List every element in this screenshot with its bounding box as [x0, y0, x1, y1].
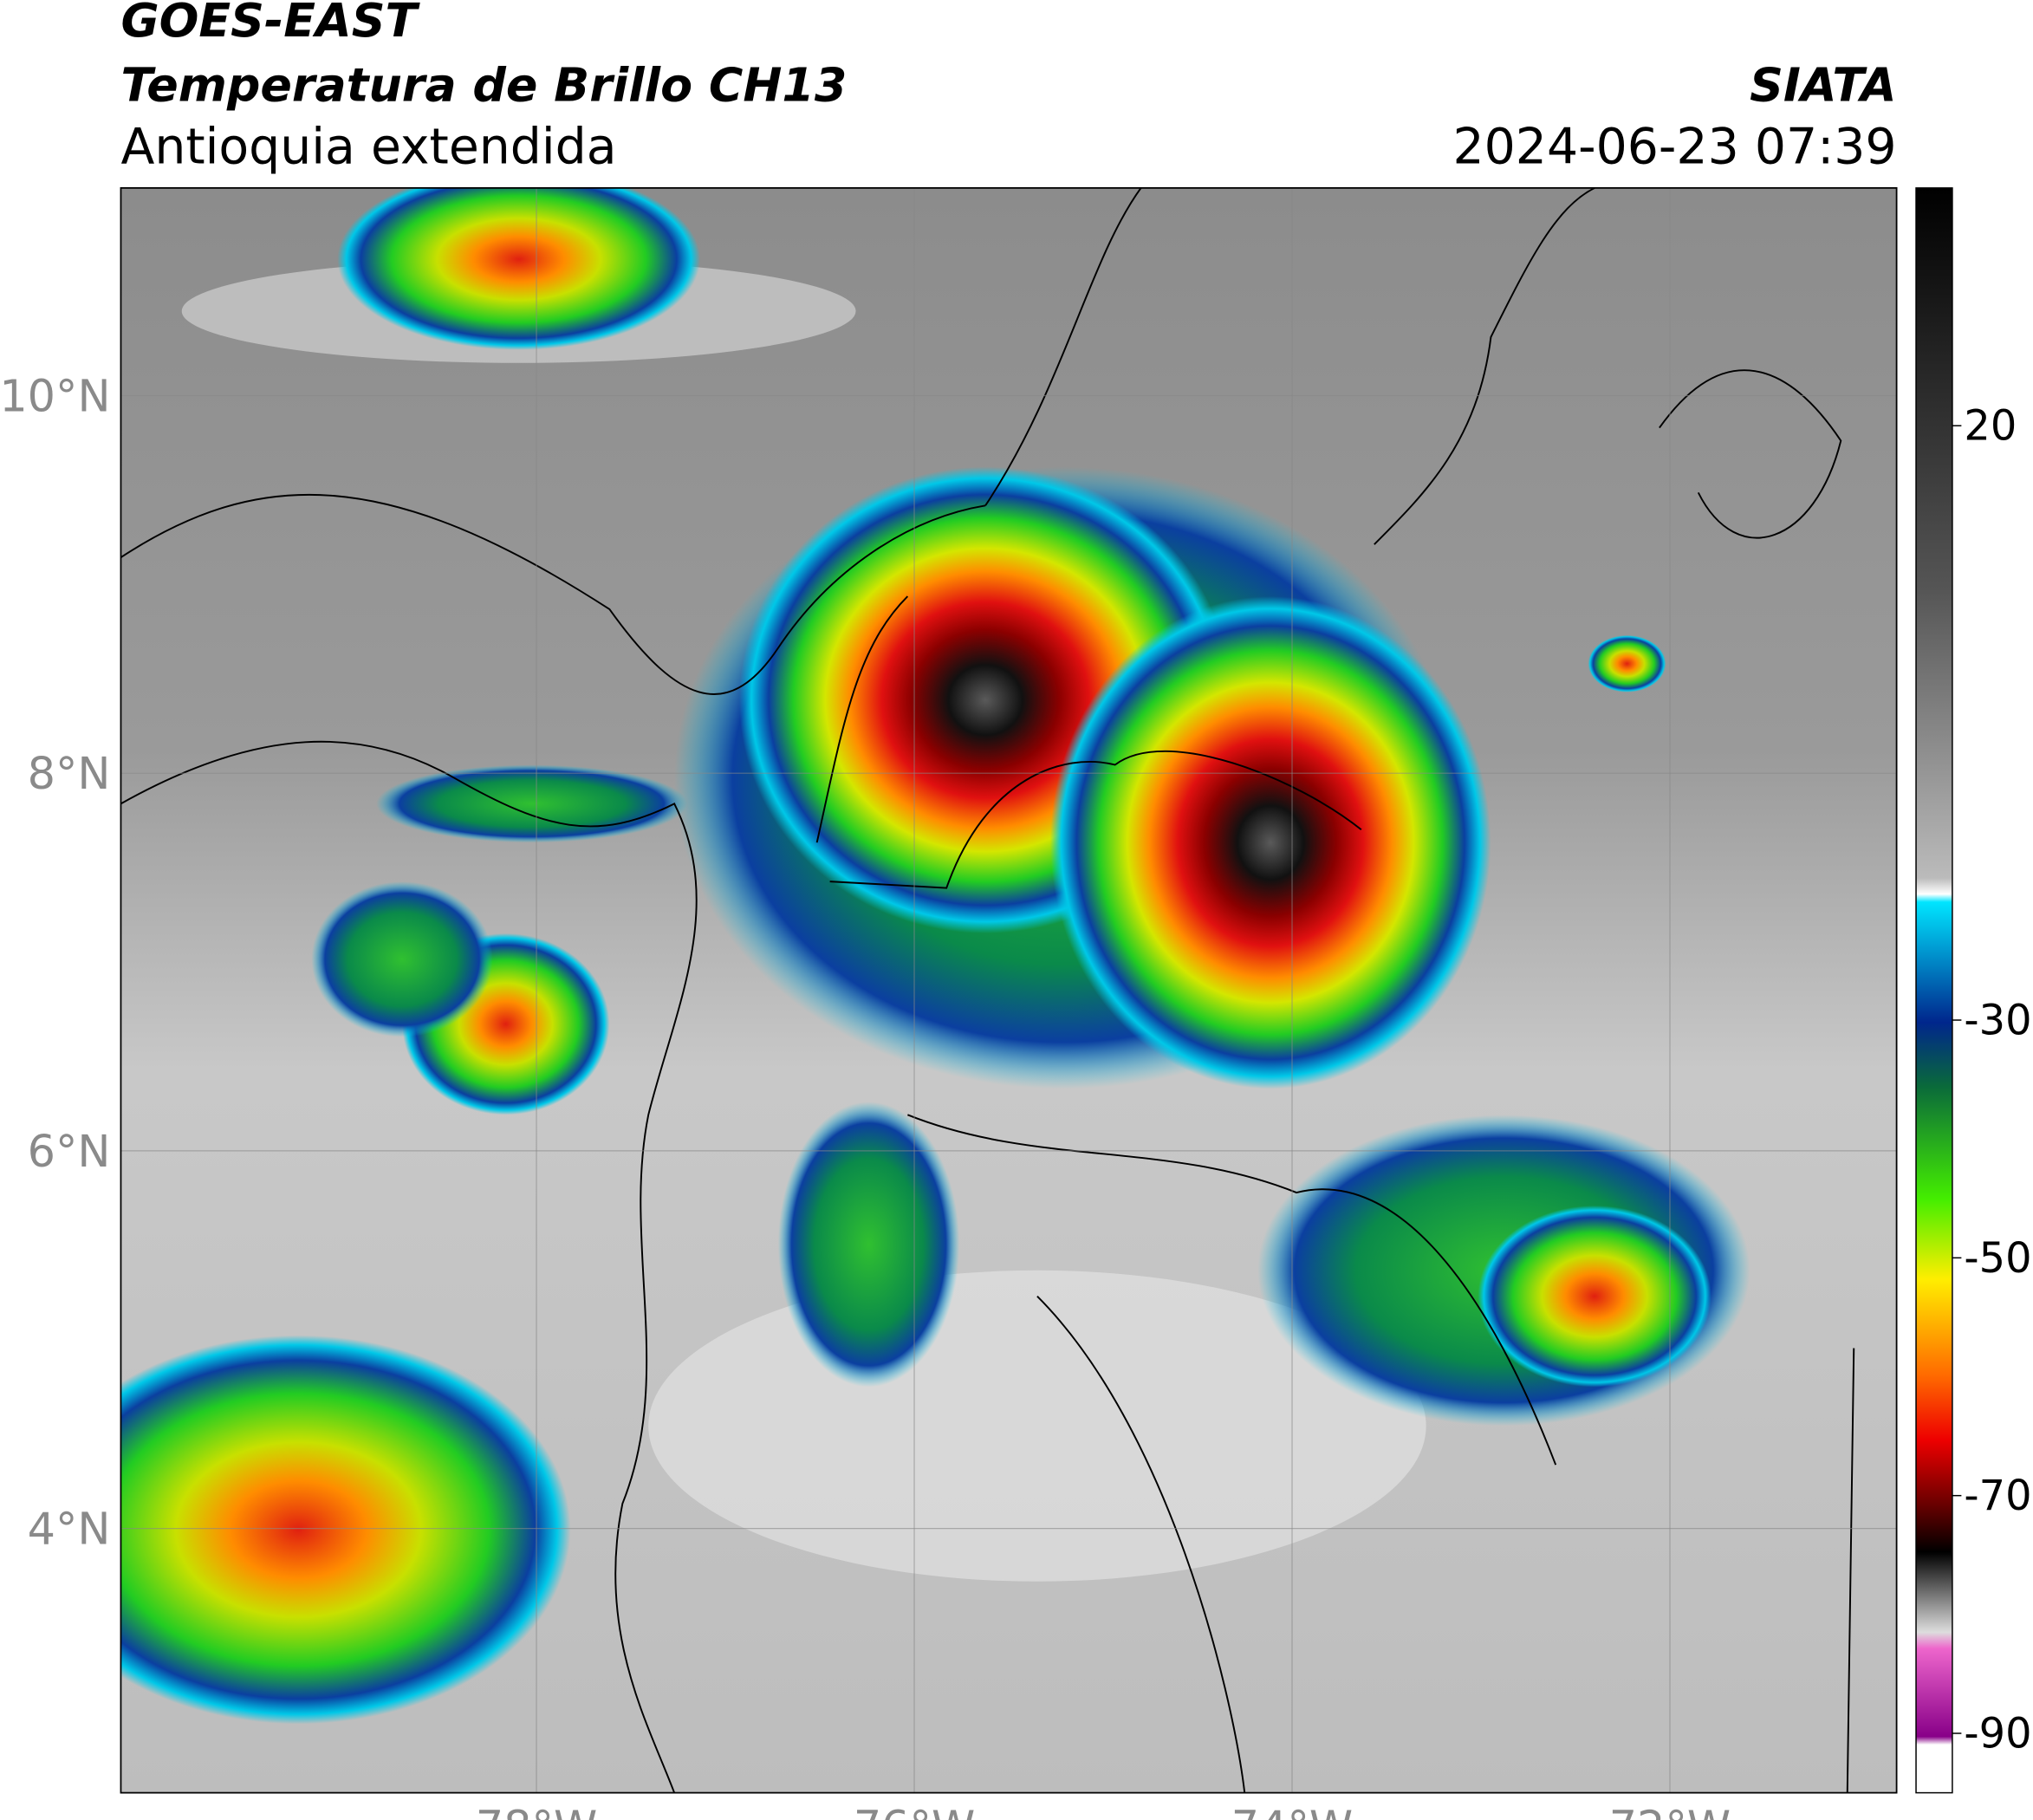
x-tick-label: 76°W [854, 1801, 975, 1820]
y-tick-label: 4°N [28, 1504, 111, 1555]
source: SIATA [1750, 58, 1897, 113]
x-tick-label: 72°W [1609, 1801, 1731, 1820]
y-tick-label: 6°N [28, 1126, 111, 1177]
satellite-image [120, 187, 1897, 1793]
x-tick-label: 78°W [476, 1801, 597, 1820]
colorbar-tick-label: -90 [1964, 1710, 2031, 1758]
title: GOES-EAST [120, 0, 420, 48]
datetime: 2024-06-23 07:39 [1453, 118, 1897, 175]
map-frame [120, 186, 1898, 1794]
y-tick-label: 8°N [28, 748, 111, 799]
x-tick-label: 74°W [1231, 1801, 1353, 1820]
colorbar-tick-label: 20 [1964, 403, 2017, 451]
colorbar-tick-label: -50 [1964, 1235, 2031, 1283]
colorbar-tick-label: -70 [1964, 1472, 2031, 1520]
colorbar [1915, 187, 1953, 1794]
subtitle: Temperatura de Brillo CH13 [120, 58, 847, 113]
colorbar-tick-label: -30 [1964, 997, 2031, 1044]
region: Antioquia extendida [120, 118, 616, 175]
y-tick-label: 10°N [0, 370, 110, 421]
